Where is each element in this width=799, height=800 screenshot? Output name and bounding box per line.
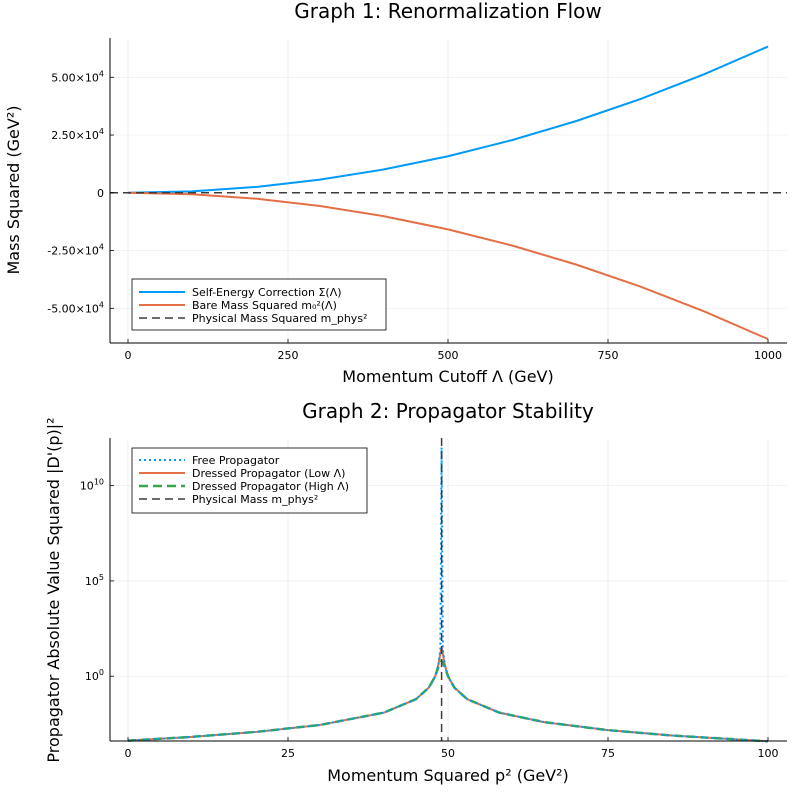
y-tick-label: 0 — [97, 187, 104, 200]
x-tick-label: 250 — [278, 349, 299, 362]
y-axis-label: Propagator Absolute Value Squared |D'(p)… — [44, 417, 63, 762]
y-tick-label: 5.00×104 — [51, 69, 104, 84]
legend-label-dressed-high: Dressed Propagator (High Λ) — [192, 480, 349, 493]
y-tick-label: 100 — [85, 668, 104, 683]
y-tick-label: 105 — [85, 573, 104, 588]
y-tick-mantissa: -2.50×10 — [47, 245, 99, 258]
chart-title: Graph 2: Propagator Stability — [302, 399, 594, 423]
x-tick-label: 75 — [601, 747, 615, 760]
legend-label-bare-mass: Bare Mass Squared m₀²(Λ) — [192, 299, 337, 312]
legend-label-physical-mass: Physical Mass Squared m_phys² — [192, 312, 367, 325]
x-tick-label: 50 — [441, 747, 455, 760]
y-tick-exponent: 0 — [99, 668, 104, 677]
y-tick-mantissa: 10 — [80, 480, 94, 493]
y-axis-label: Mass Squared (GeV²) — [4, 105, 23, 274]
y-tick-exponent: 4 — [99, 69, 104, 78]
chart-title: Graph 1: Renormalization Flow — [294, 0, 602, 23]
legend-label-free: Free Propagator — [192, 454, 280, 467]
chart-renormalization-flow: Graph 1: Renormalization Flow 0 250 500 750… — [4, 0, 787, 386]
x-tick-label: 500 — [438, 349, 459, 362]
y-tick-mantissa: 10 — [85, 670, 99, 683]
series-layer — [127, 438, 769, 743]
x-tick-labels: 0 250 500 750 1000 — [125, 339, 782, 362]
chart-propagator-stability: Graph 2: Propagator Stability 0 25 50 75 100… — [44, 399, 787, 785]
y-tick-mantissa: 5.00×10 — [51, 71, 99, 84]
legend-label-dressed-low: Dressed Propagator (Low Λ) — [192, 467, 345, 480]
legend: Free Propagator Dressed Propagator (Low … — [131, 447, 368, 514]
y-tick-label: -2.50×104 — [47, 243, 104, 258]
y-tick-exponent: 10 — [94, 478, 104, 487]
x-tick-label: 100 — [758, 747, 779, 760]
y-tick-mantissa: 0 — [97, 187, 104, 200]
x-axis-label: Momentum Squared p² (GeV²) — [327, 766, 569, 785]
y-tick-exponent: 5 — [99, 573, 104, 582]
y-tick-exponent: 4 — [99, 127, 104, 136]
x-tick-labels: 0 25 50 75 100 — [125, 737, 779, 760]
y-tick-mantissa: 2.50×10 — [51, 129, 99, 142]
series-line-free-propagator — [127, 446, 769, 743]
x-tick-label: 25 — [281, 747, 295, 760]
y-tick-mantissa: 10 — [85, 575, 99, 588]
y-tick-label: 2.50×104 — [51, 127, 104, 142]
x-axis-label: Momentum Cutoff Λ (GeV) — [342, 367, 553, 386]
y-tick-label: 1010 — [80, 478, 104, 493]
series-line-self-energy — [127, 45, 769, 194]
series-layer — [110, 45, 787, 340]
x-tick-label: 750 — [598, 349, 619, 362]
y-tick-label: -5.00×104 — [47, 300, 104, 315]
x-tick-label: 0 — [125, 747, 132, 760]
y-tick-exponent: 4 — [99, 300, 104, 309]
x-tick-label: 0 — [125, 349, 132, 362]
y-tick-exponent: 4 — [99, 243, 104, 252]
x-tick-label: 1000 — [754, 349, 782, 362]
legend-label-physical-mass: Physical Mass m_phys² — [192, 493, 318, 506]
legend: Self-Energy Correction Σ(Λ) Bare Mass Sq… — [131, 278, 387, 331]
y-tick-mantissa: -5.00×10 — [47, 302, 99, 315]
legend-box — [131, 447, 368, 514]
series-line-bare-mass — [127, 191, 769, 340]
legend-label-self-energy: Self-Energy Correction Σ(Λ) — [192, 286, 342, 299]
